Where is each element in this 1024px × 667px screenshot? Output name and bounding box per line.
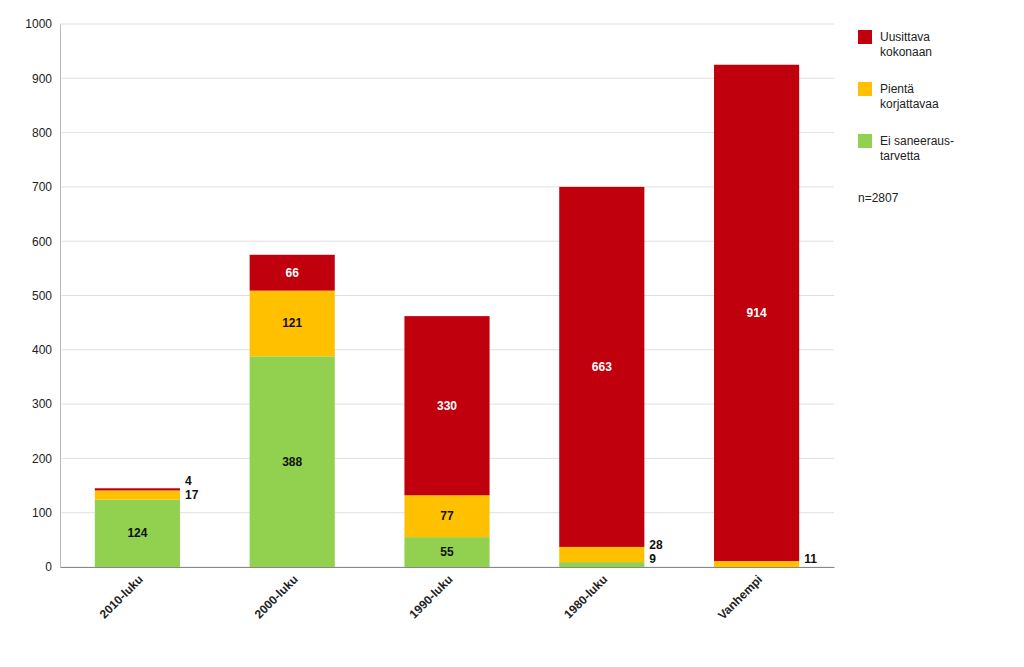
data-label: 388	[282, 455, 302, 469]
bar-segment	[250, 291, 335, 357]
x-tick-label: 2010-luku	[97, 572, 146, 621]
data-labels: 124 174 388 121 66 55 77 330 928 663 11 914	[127, 266, 817, 566]
series	[95, 291, 799, 567]
y-tick: 800	[32, 126, 60, 140]
x-tick: 2000-luku	[252, 567, 301, 621]
y-tick-label: 200	[32, 452, 52, 466]
y-axis: 0 100 200 300 400 500 600 700 800 900 1000	[25, 17, 60, 574]
x-tick-label: 2000-luku	[252, 572, 301, 621]
legend-swatch	[858, 30, 872, 44]
y-tick-label: 600	[32, 235, 52, 249]
bar-segment	[404, 495, 489, 537]
legend-item: Uusittavakokonaan	[858, 30, 932, 59]
plot: 2010-luku 2000-luku 1990-luku 1980-luku Vanh…	[25, 17, 834, 622]
y-tick-label: 300	[32, 397, 52, 411]
y-tick: 600	[32, 235, 60, 249]
x-tick-label: 1990-luku	[406, 572, 455, 621]
x-tick-label: Vanhempi	[715, 572, 765, 622]
y-tick-label: 500	[32, 289, 52, 303]
grid	[60, 24, 834, 567]
series	[95, 65, 799, 561]
bars	[95, 65, 799, 567]
legend-item: Ei saneeraus-tarvetta	[858, 134, 954, 163]
bar-segment	[559, 187, 644, 547]
y-tick: 0	[45, 560, 60, 574]
y-tick-label: 0	[45, 560, 52, 574]
grid-line	[60, 24, 834, 25]
bar-segment	[559, 547, 644, 562]
x-tick: Vanhempi	[715, 567, 765, 622]
data-label: 28	[649, 538, 663, 552]
y-tick: 1000	[25, 17, 60, 31]
data-label: 121	[282, 316, 302, 330]
data-label: 124	[127, 526, 147, 540]
legend-label-line: korjattavaa	[880, 97, 939, 111]
legend-label-line: Pientä	[880, 82, 914, 96]
data-label: 330	[437, 399, 457, 413]
legend-swatch	[858, 82, 872, 96]
legend: Uusittavakokonaan Pientäkorjattavaa Ei san…	[858, 30, 954, 163]
x-axis-line	[61, 567, 835, 568]
legend-label-line: Ei saneeraus-	[880, 134, 954, 148]
data-label: 11	[804, 552, 817, 566]
x-axis: 2010-luku 2000-luku 1990-luku 1980-luku Vanh…	[61, 567, 835, 622]
legend-label-line: tarvetta	[880, 149, 920, 163]
legend-label-line: Uusittava	[880, 30, 930, 44]
legend-label: Uusittavakokonaan	[880, 30, 932, 59]
y-tick-label: 900	[32, 72, 52, 86]
y-tick: 100	[32, 506, 60, 520]
y-tick-label: 400	[32, 343, 52, 357]
y-tick: 500	[32, 289, 60, 303]
y-tick: 900	[32, 72, 60, 86]
data-label: 66	[286, 266, 300, 280]
bar-segment	[404, 316, 489, 495]
data-label: 663	[592, 360, 612, 374]
x-tick: 1980-luku	[561, 567, 610, 621]
bar-segment	[95, 488, 180, 490]
legend-label: Ei saneeraus-tarvetta	[880, 134, 954, 163]
data-label: 9	[649, 552, 656, 566]
y-tick-label: 1000	[25, 17, 52, 31]
bar-segment	[95, 490, 180, 499]
y-tick-label: 800	[32, 126, 52, 140]
bar-segment	[559, 562, 644, 567]
bar-segment	[714, 561, 799, 567]
y-tick: 300	[32, 397, 60, 411]
y-axis-line	[60, 25, 61, 568]
data-label: 77	[440, 509, 454, 523]
y-tick: 700	[32, 180, 60, 194]
annotation: n=2807	[858, 191, 899, 205]
y-tick-label: 100	[32, 506, 52, 520]
data-label: 4	[185, 474, 192, 488]
legend-label-line: kokonaan	[880, 45, 932, 59]
bar-segment	[404, 537, 489, 567]
bar-segment	[95, 500, 180, 567]
legend-swatch	[858, 134, 872, 148]
y-tick-label: 700	[32, 180, 52, 194]
data-label: 17	[185, 488, 199, 502]
bar-segment	[714, 65, 799, 561]
chart: 2010-luku 2000-luku 1990-luku 1980-luku Vanh…	[0, 0, 1024, 667]
x-tick-label: 1980-luku	[561, 572, 610, 621]
x-tick: 1990-luku	[406, 567, 455, 621]
legend-label: Pientäkorjattavaa	[880, 82, 939, 111]
y-tick: 400	[32, 343, 60, 357]
bar-segment	[250, 255, 335, 291]
legend-item: Pientäkorjattavaa	[858, 82, 939, 111]
data-label: 914	[747, 306, 767, 320]
x-tick: 2010-luku	[97, 567, 146, 621]
bar-segment	[250, 356, 335, 567]
y-tick: 200	[32, 452, 60, 466]
data-label: 55	[440, 545, 454, 559]
